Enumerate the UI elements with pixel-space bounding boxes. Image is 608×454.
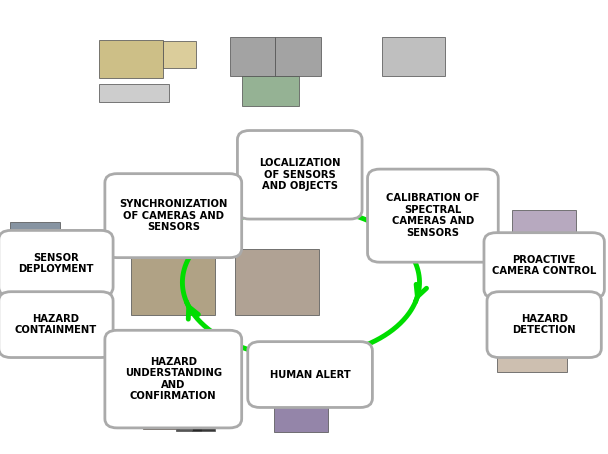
FancyBboxPatch shape xyxy=(512,210,576,253)
FancyBboxPatch shape xyxy=(497,331,567,372)
Text: HUMAN ALERT: HUMAN ALERT xyxy=(270,370,350,380)
FancyBboxPatch shape xyxy=(235,249,319,315)
FancyBboxPatch shape xyxy=(230,37,275,76)
Text: HAZARD
DETECTION: HAZARD DETECTION xyxy=(513,314,576,336)
Text: LOCALIZATION
OF SENSORS
AND OBJECTS: LOCALIZATION OF SENSORS AND OBJECTS xyxy=(259,158,340,192)
FancyBboxPatch shape xyxy=(241,76,300,105)
Text: CALIBRATION OF
SPECTRAL
CAMERAS AND
SENSORS: CALIBRATION OF SPECTRAL CAMERAS AND SENS… xyxy=(386,193,480,238)
FancyBboxPatch shape xyxy=(248,341,372,408)
FancyBboxPatch shape xyxy=(382,37,445,76)
FancyBboxPatch shape xyxy=(162,41,196,68)
FancyBboxPatch shape xyxy=(0,231,113,296)
FancyBboxPatch shape xyxy=(105,331,241,428)
FancyBboxPatch shape xyxy=(484,233,604,299)
FancyBboxPatch shape xyxy=(98,84,169,102)
FancyBboxPatch shape xyxy=(62,272,100,291)
FancyBboxPatch shape xyxy=(62,243,100,265)
FancyBboxPatch shape xyxy=(0,291,113,358)
FancyBboxPatch shape xyxy=(237,131,362,219)
FancyBboxPatch shape xyxy=(10,222,60,268)
FancyBboxPatch shape xyxy=(367,169,498,262)
Text: HAZARD
CONTAINMENT: HAZARD CONTAINMENT xyxy=(15,314,97,336)
FancyBboxPatch shape xyxy=(275,37,321,76)
FancyBboxPatch shape xyxy=(487,291,601,358)
Text: HAZARD
UNDERSTANDING
AND
CONFIRMATION: HAZARD UNDERSTANDING AND CONFIRMATION xyxy=(125,357,222,401)
FancyBboxPatch shape xyxy=(131,249,215,315)
FancyBboxPatch shape xyxy=(98,39,163,78)
FancyBboxPatch shape xyxy=(105,174,241,258)
FancyBboxPatch shape xyxy=(176,400,201,431)
Text: PROACTIVE
CAMERA CONTROL: PROACTIVE CAMERA CONTROL xyxy=(492,255,596,276)
FancyBboxPatch shape xyxy=(14,322,69,357)
FancyBboxPatch shape xyxy=(143,397,179,429)
FancyBboxPatch shape xyxy=(192,400,215,431)
FancyBboxPatch shape xyxy=(274,399,328,432)
Text: SYNCHRONIZATION
OF CAMERAS AND
SENSORS: SYNCHRONIZATION OF CAMERAS AND SENSORS xyxy=(119,199,227,232)
Text: SENSOR
DEPLOYMENT: SENSOR DEPLOYMENT xyxy=(18,252,94,274)
